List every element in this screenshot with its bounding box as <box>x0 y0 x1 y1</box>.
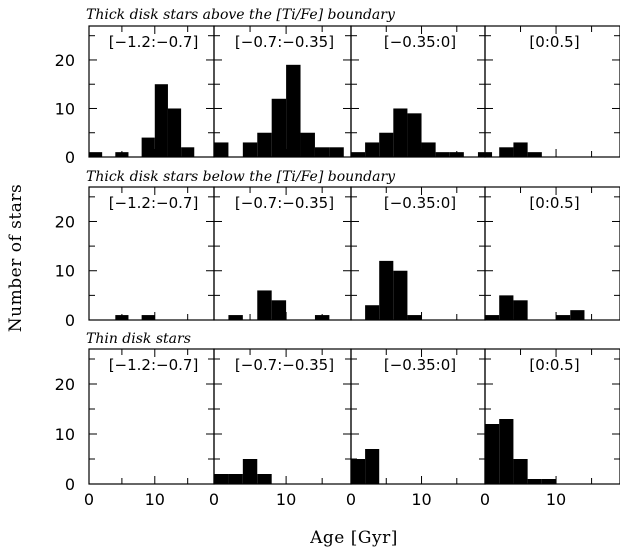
y-axis-label: Number of stars <box>6 184 26 332</box>
metallicity-bin-label: [−1.2:−0.7] <box>109 33 199 51</box>
histogram-bar <box>421 142 436 157</box>
panel-r2-c1: [−1.2:−0.7] <box>88 186 215 321</box>
histogram-bar <box>556 315 571 320</box>
histogram-bar <box>407 113 422 157</box>
x-tick-label: 0 <box>480 490 490 509</box>
panel-frame <box>484 186 620 321</box>
histogram-bar <box>271 300 287 320</box>
histogram-bar <box>89 152 103 157</box>
histogram-bar <box>271 98 287 157</box>
histogram-bar <box>499 295 514 320</box>
y-tick-label: 0 <box>65 148 75 167</box>
y-tick-label: 10 <box>55 262 75 281</box>
histogram-bar <box>513 459 528 484</box>
histogram-bar <box>242 459 258 484</box>
metallicity-bin-label: [−0.7:−0.35] <box>235 356 334 374</box>
histogram-bar <box>499 419 514 484</box>
x-tick-label: 10 <box>546 490 566 509</box>
metallicity-bin-label: [−0.35:0] <box>384 356 456 374</box>
y-tick-label: 20 <box>55 51 75 70</box>
metallicity-bin-label: [−1.2:−0.7] <box>109 194 199 212</box>
histogram-bar <box>365 142 380 157</box>
histogram-bar <box>214 142 229 157</box>
y-tick-label: 0 <box>65 475 75 494</box>
y-tick-label: 0 <box>65 311 75 330</box>
histogram-bar <box>141 315 155 320</box>
metallicity-bin-label: [−0.7:−0.35] <box>235 194 334 212</box>
y-tick-label: 10 <box>55 425 75 444</box>
panel-r3-c1: [−1.2:−0.7] 0 10 <box>84 348 215 509</box>
panel-r3-c3: [−0.35:0] 0 10 <box>346 348 486 509</box>
histogram-bar <box>485 315 500 320</box>
row-2: Thick disk stars below the [Ti/Fe] bound… <box>55 169 620 330</box>
metallicity-bin-label: [−0.35:0] <box>384 33 456 51</box>
row-1: Thick disk stars above the [Ti/Fe] bound… <box>55 7 620 167</box>
histogram-bar <box>351 459 366 484</box>
histogram-bar <box>393 108 408 157</box>
panel-r3-c4: [0:0.5] 0 10 <box>480 348 620 509</box>
histogram-bar <box>257 474 272 484</box>
row-title: Thin disk stars <box>86 331 191 347</box>
metallicity-bin-label: [0:0.5] <box>529 194 579 212</box>
histogram-bar <box>513 142 528 157</box>
x-tick-label: 0 <box>84 490 94 509</box>
histogram-bar <box>379 132 394 157</box>
x-tick-label: 10 <box>145 490 165 509</box>
panel-r1-c4: [0:0.5] <box>484 25 620 158</box>
metallicity-bin-label: [−1.2:−0.7] <box>109 356 199 374</box>
row-title: Thick disk stars above the [Ti/Fe] bound… <box>86 7 396 23</box>
panel-r1-c1: [−1.2:−0.7] <box>88 25 215 158</box>
panel-r2-c2: [−0.7:−0.35] <box>213 186 352 321</box>
panel-r1-c3: [−0.35:0] <box>350 25 493 158</box>
x-tick-label: 0 <box>209 490 219 509</box>
histogram-bar <box>228 474 243 484</box>
histogram-bar <box>513 300 528 320</box>
metallicity-bin-label: [0:0.5] <box>529 33 579 51</box>
histogram-bar <box>541 479 557 484</box>
metallicity-bin-label: [−0.7:−0.35] <box>235 33 334 51</box>
panels-layer: Thick disk stars above the [Ti/Fe] bound… <box>55 7 620 509</box>
histogram-bar <box>242 142 258 157</box>
x-axis-label: Age [Gyr] <box>309 528 398 548</box>
y-tick-label: 20 <box>55 212 75 231</box>
histogram-bar <box>329 147 344 157</box>
row-3: Thin disk stars[−1.2:−0.7]0 10[−0.7:−0.35… <box>55 331 620 509</box>
histogram-bar <box>351 152 366 157</box>
histogram-bar <box>228 315 243 320</box>
x-tick-label: 10 <box>411 490 431 509</box>
histogram-bar <box>499 147 514 157</box>
histogram-bar <box>365 449 380 484</box>
panel-frame <box>484 348 620 485</box>
histogram-bar <box>141 137 155 157</box>
y-tick-label: 10 <box>55 99 75 118</box>
panel-r2-c3: [−0.35:0] <box>350 186 486 321</box>
row-title: Thick disk stars below the [Ti/Fe] bound… <box>86 169 396 185</box>
panel-r1-c2: [−0.7:−0.35] <box>213 25 352 158</box>
histogram-bar <box>435 152 450 157</box>
metallicity-bin-label: [−0.35:0] <box>384 194 456 212</box>
histogram-bar <box>570 310 585 320</box>
histogram-bar <box>393 270 408 320</box>
histogram-bar <box>485 424 500 484</box>
histogram-bar <box>286 64 301 157</box>
x-tick-label: 10 <box>276 490 296 509</box>
histogram-bar <box>527 152 542 157</box>
histogram-bar <box>257 132 272 157</box>
panel-frame <box>484 25 620 158</box>
panel-r3-c2: [−0.7:−0.35] 0 10 <box>209 348 352 509</box>
histogram-bar <box>300 132 315 157</box>
metallicity-bin-label: [0:0.5] <box>529 356 579 374</box>
histogram-bar <box>527 479 542 484</box>
histogram-bar <box>407 315 422 320</box>
histogram-bar <box>214 474 229 484</box>
histogram-bar <box>379 260 394 320</box>
panel-r2-c4: [0:0.5] <box>484 186 620 321</box>
histogram-bar <box>154 84 168 157</box>
x-tick-label: 0 <box>346 490 356 509</box>
histogram-bar <box>365 305 380 320</box>
histogram-bar <box>167 108 182 157</box>
y-tick-label: 20 <box>55 375 75 394</box>
histogram-bar <box>257 290 272 320</box>
